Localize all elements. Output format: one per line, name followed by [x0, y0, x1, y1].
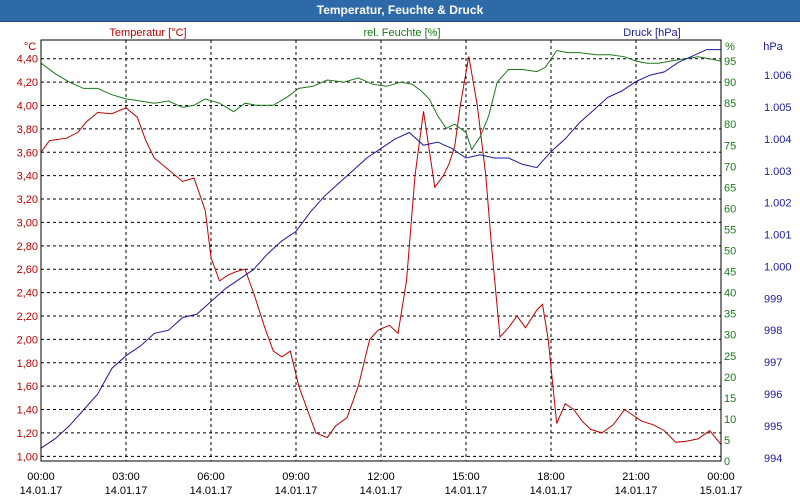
humidity-tick-label: 55	[724, 224, 736, 236]
humidity-tick-label: 60	[724, 203, 736, 215]
temperature-tick-label: 3,60	[17, 147, 38, 159]
temperature-tick-label: 2,40	[17, 288, 38, 300]
x-tick-label-date: 14.01.17	[190, 485, 233, 497]
grid	[41, 40, 721, 461]
temperature-tick-label: 3,00	[17, 217, 38, 229]
series	[40, 49, 722, 449]
temperature-legend: Temperatur [°C]	[109, 27, 186, 39]
x-tick-label-time: 12:00	[367, 471, 395, 483]
temperature-tick-label: 2,60	[17, 264, 38, 276]
x-tick-label-date: 14.01.17	[445, 485, 488, 497]
temperature-tick-label: 2,00	[17, 334, 38, 346]
x-tick-label-time: 09:00	[282, 471, 310, 483]
pressure-tick-label: 999	[764, 293, 782, 305]
humidity-tick-label: 80	[724, 119, 736, 131]
pressure-tick-label: 1.003	[764, 166, 792, 178]
x-tick-label-time: 15:00	[452, 471, 480, 483]
pressure-tick-label: 1.002	[764, 198, 792, 210]
pressure-tick-label: 1.001	[764, 230, 792, 242]
humidity-tick-label: 30	[724, 330, 736, 342]
pressure-tick-label: 1.006	[764, 70, 792, 82]
humidity-tick-label: 5	[724, 435, 730, 447]
humidity-tick-label: 50	[724, 246, 736, 258]
humidity-tick-label: 45	[724, 267, 736, 279]
pressure-tick-label: 998	[764, 325, 782, 337]
pressure-tick-label: 1.005	[764, 102, 792, 114]
temperature-series-line	[40, 56, 722, 445]
humidity-axis-unit: %	[725, 41, 735, 53]
x-tick-label-time: 00:00	[27, 471, 55, 483]
humidity-tick-label: 20	[724, 372, 736, 384]
temperature-tick-label: 2,20	[17, 311, 38, 323]
pressure-tick-label: 1.004	[764, 134, 792, 146]
temperature-tick-label: 1,60	[17, 381, 38, 393]
x-tick-label-date: 15.01.17	[700, 485, 743, 497]
pressure-legend: Druck [hPa]	[623, 27, 680, 39]
humidity-tick-label: 75	[724, 140, 736, 152]
humidity-tick-label: 10	[724, 414, 736, 426]
x-tick-label-date: 14.01.17	[20, 485, 63, 497]
pressure-tick-label: 1.000	[764, 261, 792, 273]
humidity-tick-label: 25	[724, 351, 736, 363]
x-tick-label-time: 03:00	[112, 471, 140, 483]
humidity-tick-label: 90	[724, 77, 736, 89]
axes: 00:00 14.01.17 03:00 14.01.17 06:00 14.01.17 0…	[17, 54, 792, 497]
temperature-axis-unit: °C	[24, 41, 36, 53]
pressure-tick-label: 997	[764, 357, 782, 369]
x-tick-label-date: 14.01.17	[105, 485, 148, 497]
pressure-tick-label: 996	[764, 389, 782, 401]
humidity-series-line	[40, 49, 722, 151]
title-bar: Temperatur, Feuchte & Druck	[0, 0, 800, 22]
x-tick-label-date: 14.01.17	[530, 485, 573, 497]
humidity-tick-label: 65	[724, 182, 736, 194]
temperature-tick-label: 4,40	[17, 54, 38, 66]
humidity-tick-label: 95	[724, 56, 736, 68]
temperature-tick-label: 4,00	[17, 100, 38, 112]
humidity-tick-label: 35	[724, 309, 736, 321]
x-tick-label-time: 18:00	[537, 471, 565, 483]
temperature-tick-label: 3,40	[17, 171, 38, 183]
plot-border	[40, 39, 722, 462]
temperature-tick-label: 1,20	[17, 428, 38, 440]
humidity-tick-label: 85	[724, 98, 736, 110]
temperature-tick-label: 3,80	[17, 124, 38, 136]
x-tick-label-date: 14.01.17	[360, 485, 403, 497]
pressure-series-line	[40, 49, 721, 449]
pressure-axis-unit: hPa	[763, 41, 783, 53]
humidity-tick-label: 40	[724, 288, 736, 300]
temperature-tick-label: 1,00	[17, 451, 38, 463]
temperature-tick-label: 4,20	[17, 77, 38, 89]
x-tick-label-date: 14.01.17	[275, 485, 318, 497]
temperature-tick-label: 2,80	[17, 241, 38, 253]
humidity-tick-label: 70	[724, 161, 736, 173]
humidity-legend: rel. Feuchte [%]	[363, 27, 440, 39]
temperature-tick-label: 1,40	[17, 405, 38, 417]
x-tick-label-time: 21:00	[622, 471, 650, 483]
pressure-tick-label: 995	[764, 421, 782, 433]
humidity-tick-label: 0	[724, 456, 730, 468]
temperature-tick-label: 3,20	[17, 194, 38, 206]
pressure-tick-label: 994	[764, 453, 782, 465]
x-tick-label-time: 00:00	[707, 471, 735, 483]
humidity-tick-label: 15	[724, 393, 736, 405]
x-tick-label-date: 14.01.17	[615, 485, 658, 497]
window-title: Temperatur, Feuchte & Druck	[316, 3, 484, 17]
x-tick-label-time: 06:00	[197, 471, 225, 483]
temperature-tick-label: 1,80	[17, 358, 38, 370]
